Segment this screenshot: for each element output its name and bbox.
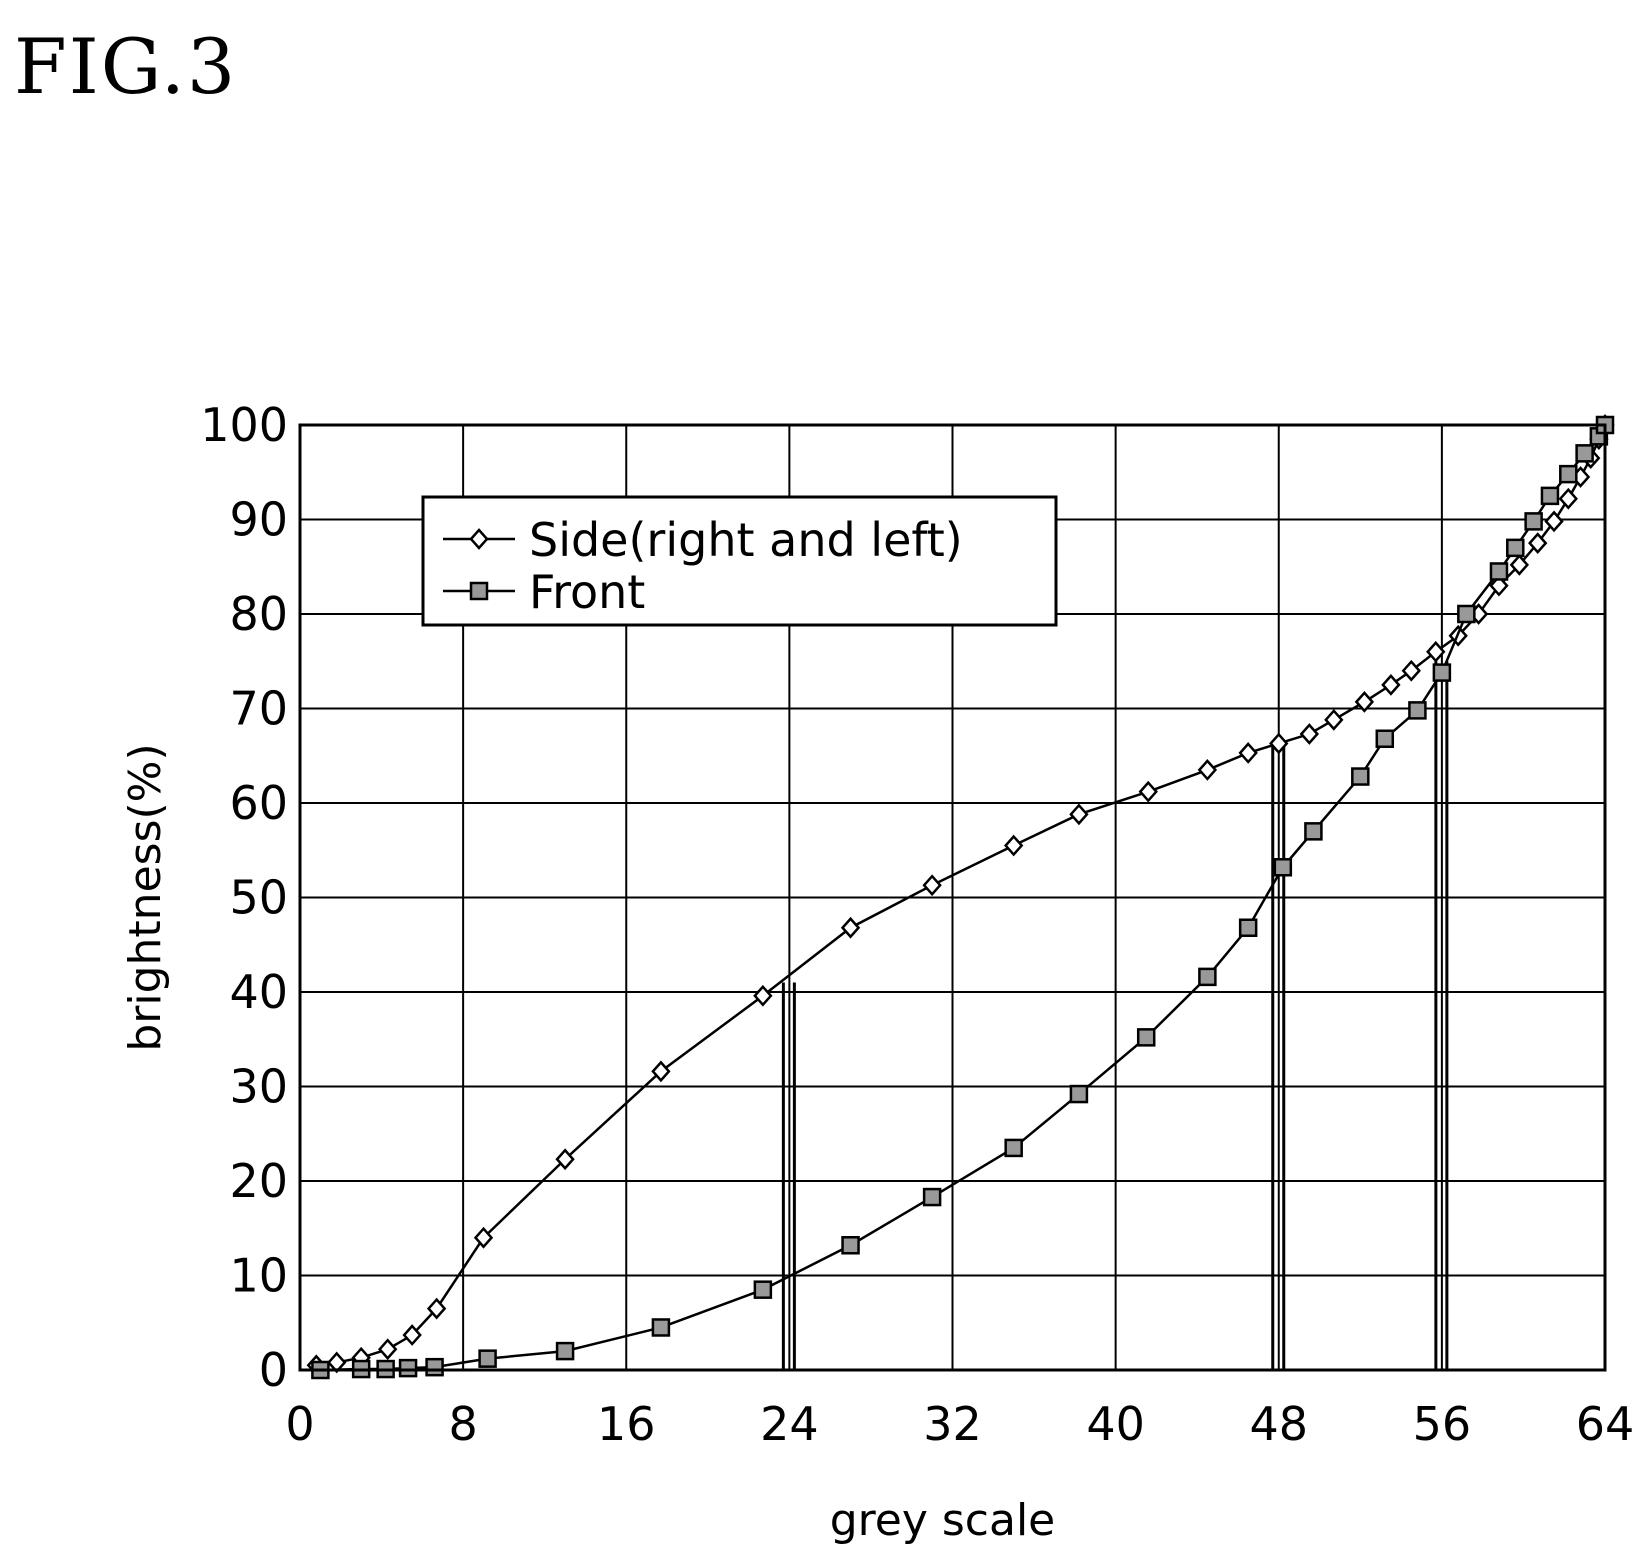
x-tick-label: 16 bbox=[597, 1397, 656, 1451]
y-tick-label: 40 bbox=[229, 965, 288, 1019]
y-axis-ticks: 0 10 20 30 40 50 60 70 80 90 100 bbox=[200, 398, 288, 1397]
data-point bbox=[1138, 1029, 1154, 1045]
y-tick-label: 30 bbox=[229, 1060, 288, 1114]
data-point bbox=[653, 1319, 669, 1335]
data-point bbox=[1071, 805, 1087, 823]
y-axis-label: brightness(%) bbox=[120, 743, 171, 1051]
legend: Side(right and left)Front bbox=[423, 497, 1056, 625]
data-point bbox=[1326, 711, 1342, 729]
y-tick-label: 0 bbox=[259, 1343, 288, 1397]
data-point bbox=[1240, 744, 1256, 762]
x-tick-label: 24 bbox=[760, 1397, 819, 1451]
x-axis-ticks: 0 8 16 24 32 40 48 56 64 bbox=[285, 1397, 1634, 1451]
data-point bbox=[380, 1340, 396, 1358]
data-point bbox=[1560, 466, 1576, 482]
data-point bbox=[1377, 731, 1393, 747]
data-point bbox=[1542, 488, 1558, 504]
data-point bbox=[400, 1360, 416, 1376]
data-point bbox=[1526, 513, 1542, 529]
data-point bbox=[924, 1189, 940, 1205]
data-point bbox=[1140, 783, 1156, 801]
data-point bbox=[1434, 665, 1450, 681]
y-tick-label: 100 bbox=[200, 398, 288, 452]
data-point bbox=[1383, 676, 1399, 694]
data-point bbox=[1305, 823, 1321, 839]
data-point bbox=[1301, 725, 1317, 743]
x-tick-label: 8 bbox=[448, 1397, 477, 1451]
data-point bbox=[1071, 1086, 1087, 1102]
data-point bbox=[1577, 445, 1593, 461]
data-point bbox=[1199, 761, 1215, 779]
data-point bbox=[1199, 969, 1215, 985]
y-tick-label: 80 bbox=[229, 587, 288, 641]
x-tick-label: 0 bbox=[285, 1397, 314, 1451]
x-tick-label: 40 bbox=[1086, 1397, 1145, 1451]
data-point bbox=[1240, 920, 1256, 936]
data-point bbox=[1352, 769, 1368, 785]
data-point bbox=[924, 876, 940, 894]
y-tick-label: 10 bbox=[229, 1249, 288, 1303]
legend-marker bbox=[471, 583, 487, 599]
data-point bbox=[1491, 563, 1507, 579]
x-axis-label: grey scale bbox=[830, 1495, 1056, 1546]
data-point bbox=[1409, 702, 1425, 718]
x-tick-label: 64 bbox=[1576, 1397, 1635, 1451]
x-tick-label: 48 bbox=[1249, 1397, 1308, 1451]
data-point bbox=[843, 1237, 859, 1253]
data-point bbox=[1006, 1140, 1022, 1156]
data-point bbox=[1275, 859, 1291, 875]
data-point bbox=[1403, 662, 1419, 680]
data-point bbox=[557, 1343, 573, 1359]
data-point bbox=[755, 987, 771, 1005]
data-point bbox=[427, 1359, 443, 1375]
legend-label: Front bbox=[529, 565, 645, 619]
y-tick-label: 50 bbox=[229, 871, 288, 925]
data-point bbox=[1006, 837, 1022, 855]
y-tick-label: 70 bbox=[229, 682, 288, 736]
y-tick-label: 60 bbox=[229, 776, 288, 830]
data-point bbox=[1507, 540, 1523, 556]
y-tick-label: 90 bbox=[229, 493, 288, 547]
data-point bbox=[1458, 606, 1474, 622]
data-point bbox=[843, 919, 859, 937]
legend-label: Side(right and left) bbox=[529, 513, 963, 567]
data-point bbox=[480, 1351, 496, 1367]
x-tick-label: 56 bbox=[1413, 1397, 1472, 1451]
data-point bbox=[755, 1282, 771, 1298]
x-tick-label: 32 bbox=[923, 1397, 982, 1451]
data-point bbox=[1560, 490, 1576, 508]
y-tick-label: 20 bbox=[229, 1154, 288, 1208]
